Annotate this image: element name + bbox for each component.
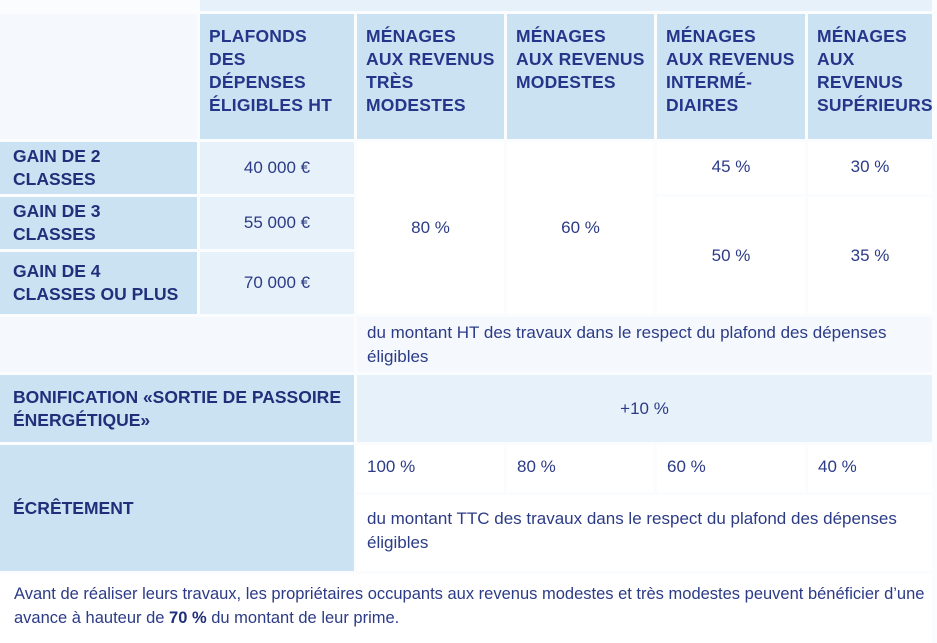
header-superieurs: MÉNAGES AUX REVENUS SUPÉRIEURS (808, 14, 933, 139)
row-label-ecretement: ÉCRÊTEMENT (0, 445, 354, 571)
header-modestes: MÉNAGES AUX REVENUS MODESTES (507, 14, 654, 139)
note-ht-spacer (0, 317, 354, 372)
footer-text-after: du montant de leur prime. (206, 609, 400, 627)
rate-modestes: 60 % (507, 142, 654, 314)
row-label-gain-4: GAIN DE 4 CLASSES OU PLUS (0, 252, 197, 314)
plafond-gain-3: 55 000 € (200, 197, 354, 249)
rate-superieurs-gain-3-4: 35 % (808, 197, 932, 314)
rate-superieurs-gain-2: 30 % (808, 142, 932, 194)
bonification-value: +10 % (357, 375, 932, 442)
row-label-gain-2: GAIN DE 2 CLASSES (0, 142, 197, 194)
aid-rates-table: PLAFONDS DES DÉPENSES ÉLIGIBLES HT MÉNAG… (0, 0, 933, 627)
plafond-gain-2: 40 000 € (200, 142, 354, 194)
rate-intermediaires-gain-2: 45 % (657, 142, 805, 194)
top-strip (200, 0, 932, 11)
ecretement-superieurs: 40 % (808, 445, 932, 492)
header-tres-modestes: MÉNAGES AUX REVENUS TRÈS MODESTES (357, 14, 504, 139)
corner-empty (0, 14, 197, 139)
row-label-bonification: BONIFICATION «SORTIE DE PASSOIRE ÉNERGÉT… (0, 375, 354, 442)
footer-text: Avant de réaliser leurs travaux, les pro… (14, 582, 932, 630)
header-intermediaires: MÉNAGES AUX REVENUS INTERMÉ-DIAIRES (657, 14, 805, 139)
ecretement-tres-modestes: 100 % (357, 445, 504, 492)
footer-advance-percent: 70 % (169, 609, 207, 627)
note-ht: du montant HT des travaux dans le respec… (357, 317, 932, 372)
footer-note: Avant de réaliser leurs travaux, les pro… (0, 574, 932, 643)
footer-text-before: Avant de réaliser leurs travaux, les pro… (14, 585, 925, 627)
ecretement-intermediaires: 60 % (657, 445, 805, 492)
ecretement-modestes: 80 % (507, 445, 654, 492)
row-label-gain-3: GAIN DE 3 CLASSES (0, 197, 197, 249)
note-ttc: du montant TTC des travaux dans le respe… (357, 495, 932, 571)
plafond-gain-4: 70 000 € (200, 252, 354, 314)
rate-tres-modestes: 80 % (357, 142, 504, 314)
header-plafonds: PLAFONDS DES DÉPENSES ÉLIGIBLES HT (200, 14, 354, 139)
rate-intermediaires-gain-3-4: 50 % (657, 197, 805, 314)
